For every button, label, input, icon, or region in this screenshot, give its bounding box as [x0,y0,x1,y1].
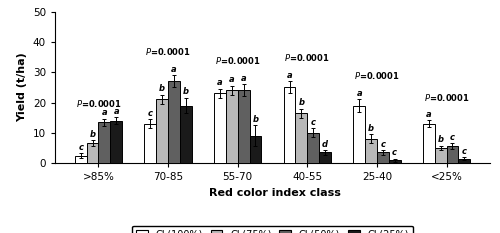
Text: b: b [159,84,165,93]
Bar [446,147,458,163]
Text: c: c [310,118,316,127]
Bar [180,106,192,163]
Text: $\it{P}$=0.0001: $\it{P}$=0.0001 [76,98,122,109]
Text: c: c [78,143,83,152]
Bar [308,133,319,163]
Text: $\it{P}$=0.0001: $\it{P}$=0.0001 [284,52,330,63]
Bar [144,124,156,163]
Bar [354,106,365,163]
Text: a: a [171,65,177,74]
Text: b: b [298,98,304,107]
Bar [226,90,237,163]
Bar [110,121,122,163]
Bar [319,153,331,163]
Text: $\it{P}$=0.0001: $\it{P}$=0.0001 [145,46,191,57]
Text: Red color index class: Red color index class [209,188,341,198]
Bar [296,113,308,163]
Text: a: a [229,75,234,84]
Text: b: b [438,135,444,144]
Bar [168,81,180,163]
Bar [98,122,110,163]
Text: a: a [241,74,246,83]
Bar [365,139,377,163]
Bar [284,87,296,163]
Text: a: a [102,108,107,117]
Text: $\it{P}$=0.0001: $\it{P}$=0.0001 [354,70,400,81]
Text: d: d [322,140,328,149]
Text: b: b [90,130,96,139]
Bar [86,144,99,163]
Bar [238,90,250,163]
Bar [214,93,226,163]
Bar [423,124,434,163]
Text: a: a [426,110,432,119]
Bar [434,148,446,163]
Bar [389,160,400,163]
Y-axis label: Yield (t/ha): Yield (t/ha) [18,52,28,122]
Text: $\it{P}$=0.0001: $\it{P}$=0.0001 [424,92,470,103]
Bar [250,136,262,163]
Text: $\it{P}$=0.0001: $\it{P}$=0.0001 [215,55,260,66]
Text: a: a [114,106,119,116]
Text: c: c [148,109,153,118]
Text: a: a [356,89,362,98]
Legend: CL(100%), CL(75%), CL(50%), CL(25%): CL(100%), CL(75%), CL(50%), CL(25%) [132,226,413,233]
Text: b: b [252,115,258,124]
Bar [458,159,470,163]
Bar [75,156,86,163]
Text: b: b [368,124,374,133]
Bar [156,99,168,163]
Text: c: c [462,147,467,156]
Text: b: b [183,87,189,96]
Text: c: c [450,133,455,142]
Bar [377,153,389,163]
Text: c: c [380,140,386,149]
Text: a: a [286,71,292,80]
Text: c: c [392,148,397,157]
Text: a: a [217,78,222,87]
